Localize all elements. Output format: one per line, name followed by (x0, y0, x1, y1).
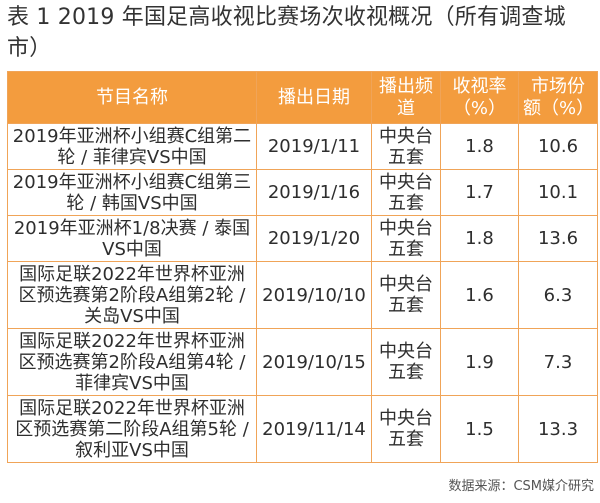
table-header-row: 节目名称 播出日期 播出频道 收视率（%） 市场份额（%） (7, 71, 598, 124)
market-share-cell: 7.3 (518, 328, 598, 396)
rating-cell: 1.9 (440, 328, 519, 396)
channel-cell: 中央台五套 (371, 169, 441, 216)
market-share-cell: 13.3 (518, 395, 598, 463)
broadcast-date-cell: 2019/10/15 (256, 328, 372, 396)
ratings-table: 节目名称 播出日期 播出频道 收视率（%） 市场份额（%） 2019年亚洲杯小组… (7, 71, 598, 463)
data-source-note: 数据来源：CSM媒介研究 (448, 479, 594, 494)
table-row: 2019年亚洲杯1/8决赛 / 泰国VS中国 2019/1/20 中央台五套 1… (7, 215, 598, 262)
channel-cell: 中央台五套 (371, 215, 441, 262)
rating-cell: 1.6 (440, 261, 519, 329)
header-market-share: 市场份额（%） (518, 71, 598, 124)
program-name-cell: 国际足联2022年世界杯亚洲区预选赛第2阶段A组第4轮 / 菲律宾VS中国 (7, 328, 257, 396)
table-row: 2019年亚洲杯小组赛C组第三轮 / 韩国VS中国 2019/1/16 中央台五… (7, 169, 598, 216)
market-share-cell: 10.1 (518, 169, 598, 216)
market-share-cell: 10.6 (518, 123, 598, 170)
table-caption: 表 1 2019 年国足高收视比赛场次收视概况（所有调查城市） (7, 5, 566, 61)
channel-cell: 中央台五套 (371, 123, 441, 170)
program-name-cell: 2019年亚洲杯小组赛C组第三轮 / 韩国VS中国 (7, 169, 257, 216)
program-name-cell: 国际足联2022年世界杯亚洲区预选赛第2阶段A组第2轮 / 关岛VS中国 (7, 261, 257, 329)
header-rating: 收视率（%） (440, 71, 519, 124)
header-channel: 播出频道 (371, 71, 441, 124)
table-row: 国际足联2022年世界杯亚洲区预选赛第2阶段A组第4轮 / 菲律宾VS中国 20… (7, 328, 598, 396)
broadcast-date-cell: 2019/1/20 (256, 215, 372, 262)
market-share-cell: 13.6 (518, 215, 598, 262)
broadcast-date-cell: 2019/11/14 (256, 395, 372, 463)
header-broadcast-date: 播出日期 (256, 71, 372, 124)
broadcast-date-cell: 2019/1/16 (256, 169, 372, 216)
table-row: 国际足联2022年世界杯亚洲区预选赛第2阶段A组第2轮 / 关岛VS中国 201… (7, 261, 598, 329)
broadcast-date-cell: 2019/1/11 (256, 123, 372, 170)
rating-cell: 1.8 (440, 123, 519, 170)
broadcast-date-cell: 2019/10/10 (256, 261, 372, 329)
channel-cell: 中央台五套 (371, 328, 441, 396)
channel-cell: 中央台五套 (371, 261, 441, 329)
program-name-cell: 2019年亚洲杯小组赛C组第二轮 / 菲律宾VS中国 (7, 123, 257, 170)
program-name-cell: 国际足联2022年世界杯亚洲区预选赛第二阶段A组第5轮 / 叙利亚VS中国 (7, 395, 257, 463)
table-row: 2019年亚洲杯小组赛C组第二轮 / 菲律宾VS中国 2019/1/11 中央台… (7, 123, 598, 170)
program-name-cell: 2019年亚洲杯1/8决赛 / 泰国VS中国 (7, 215, 257, 262)
rating-cell: 1.8 (440, 215, 519, 262)
rating-cell: 1.5 (440, 395, 519, 463)
market-share-cell: 6.3 (518, 261, 598, 329)
channel-cell: 中央台五套 (371, 395, 441, 463)
table-row: 国际足联2022年世界杯亚洲区预选赛第二阶段A组第5轮 / 叙利亚VS中国 20… (7, 395, 598, 463)
header-program-name: 节目名称 (7, 71, 257, 124)
rating-cell: 1.7 (440, 169, 519, 216)
